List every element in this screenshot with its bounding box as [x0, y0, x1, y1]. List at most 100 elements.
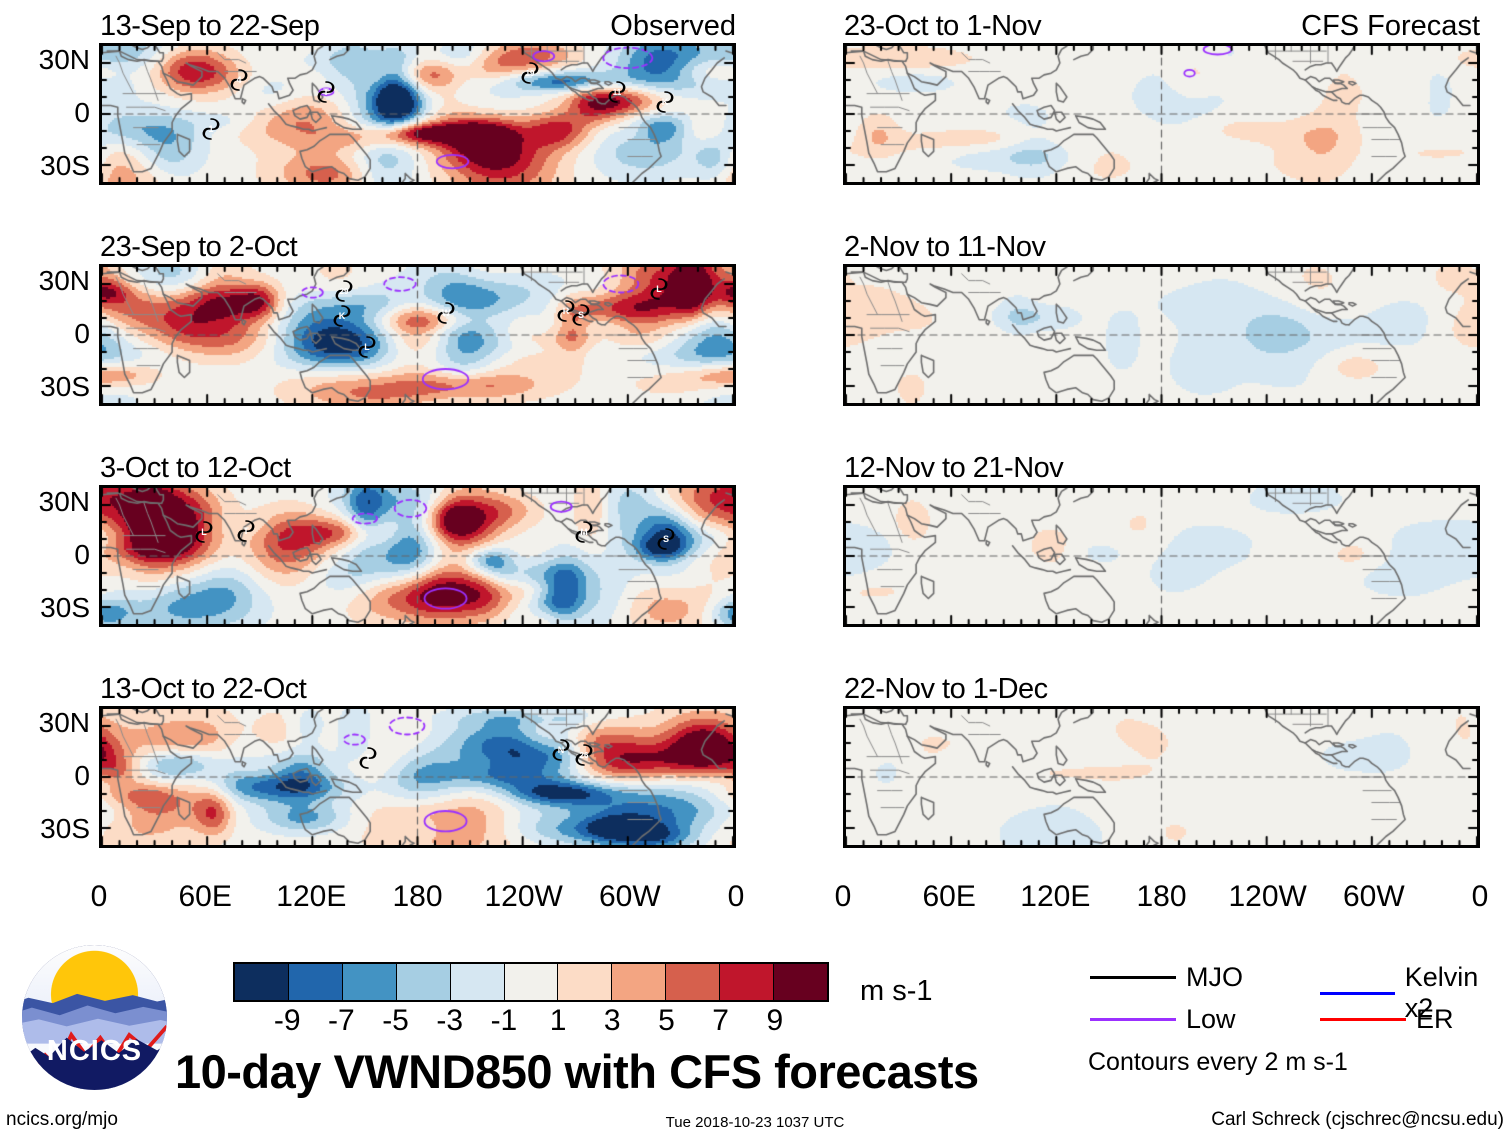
colorbar [233, 962, 829, 1002]
logo-text: NCICS [46, 1035, 143, 1068]
svg-text:S: S [663, 534, 669, 544]
panel-title: 13-Sep to 22-Sep [100, 10, 320, 42]
legend-item-mjo: MJO [1090, 962, 1243, 993]
colorbar-tick: -1 [490, 1004, 518, 1037]
colorbar-tick: -5 [382, 1004, 409, 1037]
colorbar-tick: 9 [766, 1004, 784, 1037]
storm-marker: L [648, 276, 670, 302]
svg-text:R: R [563, 306, 570, 316]
storm-marker: W [435, 300, 457, 326]
colorbar-swatch [396, 964, 451, 1000]
y-axis-label: 0 [74, 760, 90, 791]
colorbar-tick: 3 [603, 1004, 621, 1037]
colorbar-swatch [342, 964, 397, 1000]
panel-title: 12-Nov to 21-Nov [844, 452, 1064, 484]
map-panel [843, 43, 1480, 185]
panel-title: 13-Oct to 22-Oct [100, 673, 307, 705]
storm-marker: K [331, 303, 353, 329]
y-axis-label: 30S [40, 150, 90, 182]
anomaly-field [102, 46, 733, 182]
anomaly-field [846, 488, 1477, 624]
storm-marker: L [193, 519, 215, 545]
legend-item-er: ER [1320, 1004, 1454, 1035]
panel-title: 22-Nov to 1-Dec [844, 673, 1048, 705]
panel-title: 3-Oct to 12-Oct [100, 452, 291, 484]
anomaly-field [846, 267, 1477, 403]
x-axis-tick-label: 120W [1228, 880, 1307, 913]
footer-website[interactable]: ncics.org/mjo [6, 1109, 118, 1130]
svg-text:26: 26 [580, 751, 589, 760]
storm-marker: T [357, 745, 379, 771]
svg-text:M: M [580, 527, 588, 537]
svg-text:S: S [577, 310, 583, 320]
colorbar-swatch [558, 964, 613, 1000]
storm-marker: T [315, 79, 337, 105]
svg-text:W: W [441, 308, 450, 318]
storm-marker: 1 [200, 116, 222, 142]
colorbar-swatch [235, 964, 289, 1000]
svg-text:L: L [201, 527, 207, 537]
legend-line-icon [1090, 1018, 1176, 1021]
y-axis-label: 30N [38, 264, 90, 296]
anomaly-field [102, 709, 733, 845]
x-axis-tick-label: 60W [1342, 880, 1405, 913]
map-panel [843, 706, 1480, 848]
panel-title: 23-Oct to 1-Nov [844, 10, 1042, 42]
y-axis-label: 30N [38, 706, 90, 738]
colorbar-swatch [450, 964, 505, 1000]
svg-text:4: 4 [236, 75, 241, 85]
legend-line-icon [1320, 991, 1395, 995]
storm-marker: N [550, 737, 572, 763]
svg-text:L: L [657, 284, 663, 294]
x-axis-tick-label: 0 [90, 880, 108, 913]
storm-marker: M [573, 519, 595, 545]
storm-marker: R [555, 298, 577, 324]
x-axis-tick-label: 60E [922, 880, 976, 913]
x-axis-tick-label: 120E [276, 880, 347, 913]
x-axis-tick-label: 0 [727, 880, 745, 913]
contour-legend: MJO Kelvin x2 Low ER [1090, 962, 1500, 1040]
map-panel [99, 485, 736, 627]
colorbar-swatch [666, 964, 721, 1000]
map-panel [99, 706, 736, 848]
storm-marker: S [570, 302, 592, 328]
anomaly-field [846, 709, 1477, 845]
legend-item-low: Low [1090, 1004, 1236, 1035]
colorbar-tick: -3 [436, 1004, 464, 1037]
legend-label: ER [1416, 1004, 1454, 1034]
colorbar-tick: -9 [273, 1004, 301, 1037]
svg-text:N: N [558, 745, 565, 755]
y-axis-label: 30N [38, 485, 90, 517]
x-axis-left: 0 60E 120E 180 120W 60W 0 [91, 880, 745, 920]
svg-text:T: T [243, 526, 249, 536]
colorbar-swatch [504, 964, 559, 1000]
svg-text:19: 19 [525, 69, 534, 78]
colorbar-units-label: m s-1 [860, 975, 933, 1007]
svg-text:T: T [324, 87, 330, 97]
storm-marker: 19 [519, 60, 541, 86]
storm-marker: 29 [333, 278, 355, 304]
forecast-column-label: CFS Forecast [1301, 10, 1480, 42]
x-axis-tick-label: 120E [1020, 880, 1091, 913]
ncics-logo: NCICS [22, 945, 167, 1090]
colorbar-tick: -7 [328, 1004, 355, 1037]
y-axis-label: 30S [40, 592, 90, 624]
anomaly-field [102, 267, 733, 403]
footer-author: Carl Schreck (cjschrec@ncsu.edu) [1211, 1109, 1504, 1130]
colorbar-swatch [288, 964, 343, 1000]
colorbar-tick-labels: -9 -7 -5 -3 -1 1 3 5 7 9 [233, 1004, 829, 1038]
svg-text:T: T [366, 753, 372, 763]
observed-column-label: Observed [610, 10, 736, 42]
y-axis-label: 30S [40, 371, 90, 403]
legend-label: MJO [1186, 962, 1243, 992]
x-axis-tick-label: 180 [1136, 880, 1187, 913]
storm-marker: T [235, 518, 257, 544]
map-panel [99, 264, 736, 406]
colorbar-swatch [612, 964, 667, 1000]
map-panel [99, 43, 736, 185]
svg-text:K: K [661, 97, 668, 107]
x-axis-tick-label: 0 [834, 880, 852, 913]
panel-title: 23-Sep to 2-Oct [100, 231, 298, 263]
contour-interval-note: Contours every 2 m s-1 [1088, 1048, 1348, 1076]
x-axis-right: 0 60E 120E 180 120W 60W 0 [835, 880, 1489, 920]
